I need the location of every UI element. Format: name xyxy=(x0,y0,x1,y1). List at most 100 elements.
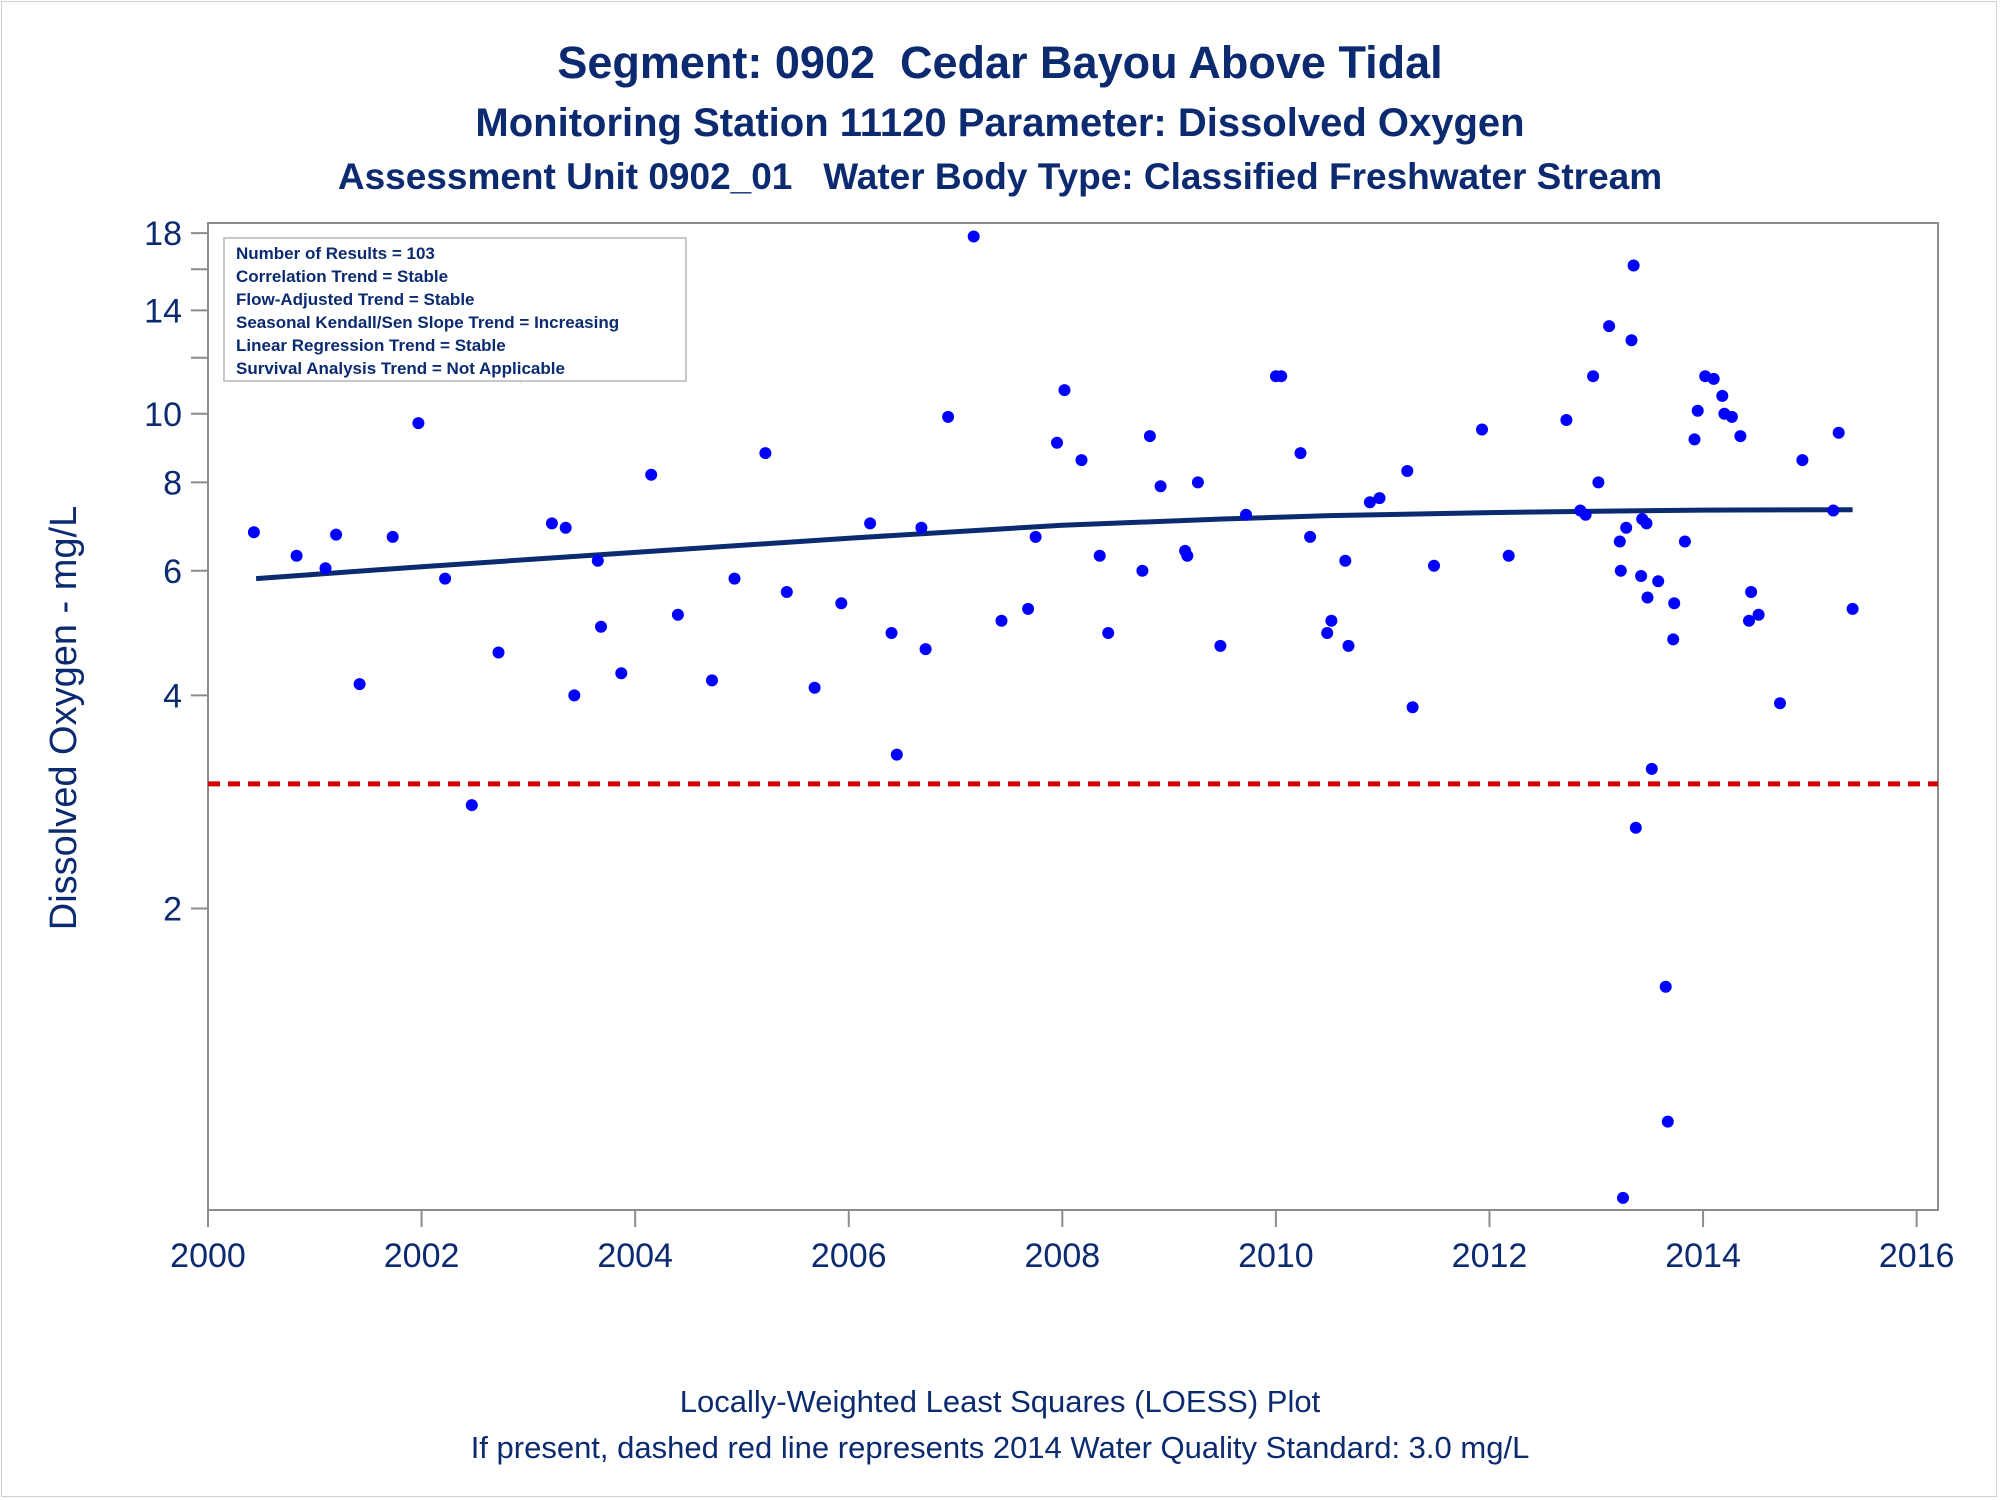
data-point xyxy=(808,681,821,694)
data-point xyxy=(290,549,303,562)
data-point xyxy=(645,468,658,481)
data-point xyxy=(568,689,581,702)
data-point xyxy=(1641,591,1654,604)
x-tick-label: 2008 xyxy=(1025,1237,1101,1275)
data-point xyxy=(1476,423,1488,436)
data-point xyxy=(1075,454,1088,467)
data-point xyxy=(1373,492,1386,505)
data-point xyxy=(1832,426,1845,439)
chart-subtitle-2: Assessment Unit 0902_01 Water Body Type:… xyxy=(337,156,1663,197)
stat-line: Linear Regression Trend = Stable xyxy=(236,336,506,355)
data-point xyxy=(1796,454,1809,467)
data-point xyxy=(1629,821,1642,834)
data-point xyxy=(1560,414,1573,426)
data-point xyxy=(835,597,848,610)
data-point xyxy=(885,627,898,639)
stat-line: Survival Analysis Trend = Not Applicable xyxy=(236,359,565,378)
data-point xyxy=(1678,535,1691,548)
x-tick-label: 2014 xyxy=(1665,1237,1741,1275)
data-point xyxy=(1342,639,1355,652)
x-tick-label: 2016 xyxy=(1879,1237,1955,1275)
data-point xyxy=(1181,549,1194,562)
data-point xyxy=(353,678,366,691)
data-point xyxy=(247,526,260,539)
data-point xyxy=(465,799,478,812)
data-point xyxy=(995,614,1008,627)
data-point xyxy=(1294,447,1307,460)
data-point xyxy=(1627,259,1640,272)
data-point xyxy=(728,572,741,585)
data-point xyxy=(591,554,604,567)
y-tick-label: 14 xyxy=(144,292,182,330)
data-point xyxy=(1716,389,1729,402)
data-point xyxy=(1275,370,1288,383)
stat-line: Flow-Adjusted Trend = Stable xyxy=(236,290,475,309)
data-point xyxy=(706,674,718,687)
footnote-standard: If present, dashed red line represents 2… xyxy=(470,1430,1530,1465)
data-point xyxy=(1058,384,1071,397)
data-point xyxy=(1707,372,1720,385)
stat-line: Number of Results = 103 xyxy=(236,244,435,263)
data-point xyxy=(780,586,793,598)
loess-curve xyxy=(255,507,1853,582)
data-point xyxy=(615,667,628,680)
data-point xyxy=(1136,564,1149,577)
chart-title: Segment: 0902 Cedar Bayou Above Tidal xyxy=(557,37,1443,88)
stats-box: Number of Results = 103 Correlation Tren… xyxy=(223,237,687,382)
data-point xyxy=(1143,430,1156,443)
data-point xyxy=(1304,530,1317,543)
data-point xyxy=(1401,465,1414,477)
data-point xyxy=(1661,1115,1674,1128)
data-point xyxy=(1321,627,1334,639)
data-point xyxy=(439,572,452,585)
data-point xyxy=(1688,433,1701,446)
data-point xyxy=(759,447,772,460)
data-point xyxy=(671,608,684,621)
x-tick-label: 2004 xyxy=(597,1237,673,1275)
y-axis-label: Dissolved Oxygen - mg/L xyxy=(43,506,85,931)
data-point xyxy=(330,528,343,541)
data-point xyxy=(1752,608,1765,621)
footnote-loess: Locally-Weighted Least Squares (LOESS) P… xyxy=(679,1384,1321,1419)
data-point xyxy=(1029,530,1042,543)
data-point xyxy=(864,517,877,530)
data-point xyxy=(1640,517,1653,530)
data-point xyxy=(1691,404,1704,417)
data-point xyxy=(915,521,928,534)
x-tick-label: 2000 xyxy=(170,1237,246,1275)
data-point xyxy=(1592,476,1605,489)
data-point xyxy=(1240,508,1252,521)
data-point xyxy=(1652,575,1665,588)
data-point xyxy=(492,646,505,659)
data-point xyxy=(1659,980,1672,993)
stat-line: Seasonal Kendall/Sen Slope Trend = Incre… xyxy=(236,313,619,332)
stats-box-border xyxy=(223,237,687,382)
data-point xyxy=(1667,633,1680,646)
data-point xyxy=(319,562,332,575)
data-point xyxy=(595,620,607,633)
x-tick-label: 2010 xyxy=(1238,1237,1314,1275)
data-point xyxy=(1745,586,1758,598)
data-point xyxy=(890,748,903,761)
data-point xyxy=(1022,602,1035,615)
chart-subtitle: Monitoring Station 11120 Parameter: Diss… xyxy=(475,101,1525,145)
data-point xyxy=(1214,639,1227,652)
data-point xyxy=(1191,476,1204,489)
data-point xyxy=(1774,697,1786,710)
data-point xyxy=(412,417,425,430)
x-tick-label: 2012 xyxy=(1452,1237,1528,1275)
y-tick-label: 4 xyxy=(163,677,182,715)
data-point xyxy=(1614,564,1627,577)
loess-layer xyxy=(255,507,1853,582)
data-point xyxy=(1154,480,1167,493)
data-point xyxy=(1339,554,1352,567)
data-point xyxy=(1603,320,1616,333)
data-point xyxy=(967,230,980,243)
data-point xyxy=(1102,627,1115,639)
data-point xyxy=(1846,602,1859,615)
data-point xyxy=(1325,614,1338,627)
data-point xyxy=(919,643,932,656)
data-point xyxy=(1502,549,1515,562)
data-point xyxy=(559,521,572,534)
